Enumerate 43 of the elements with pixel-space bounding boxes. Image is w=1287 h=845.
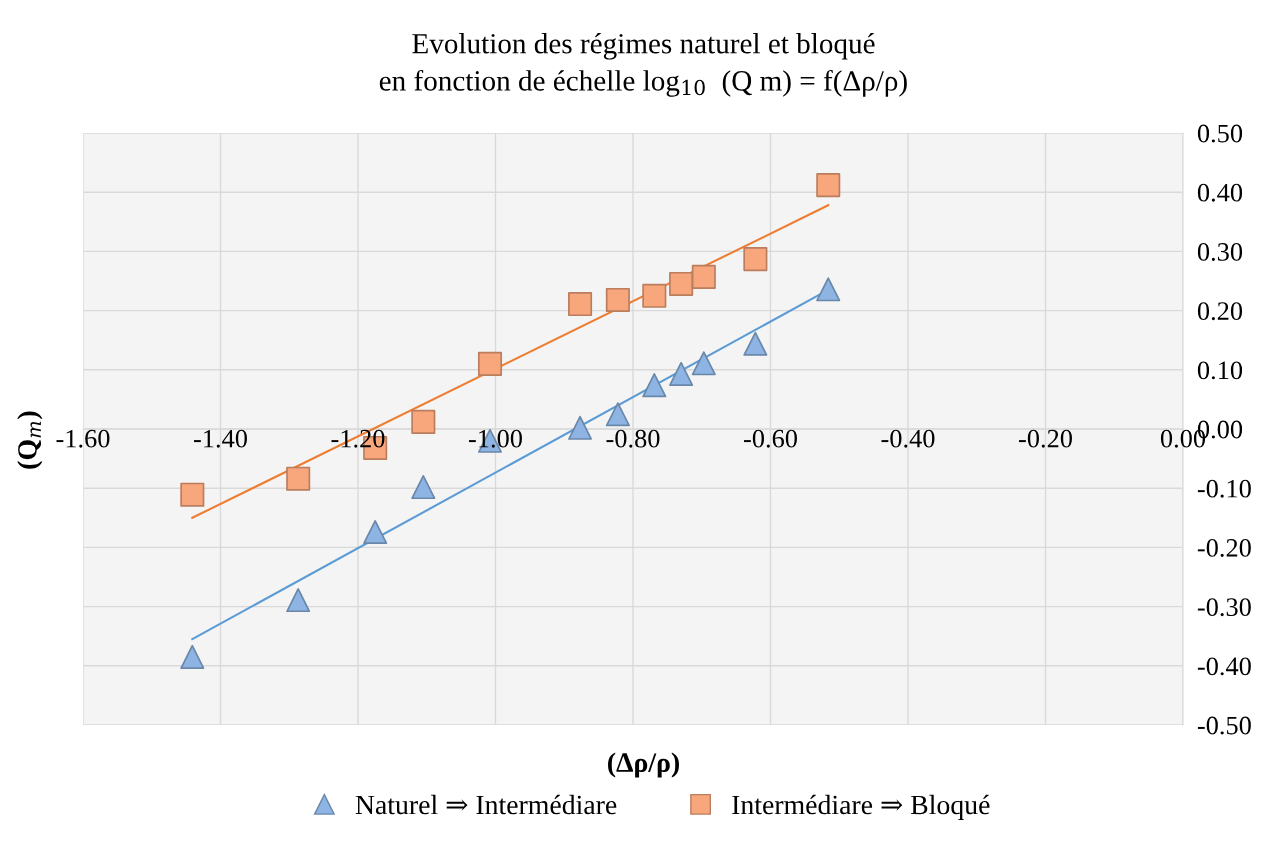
point <box>286 466 311 491</box>
point <box>669 361 694 386</box>
y-tick-label: -0.40 <box>1197 657 1251 676</box>
legend-label: Naturel ⇒ Intermédiare <box>355 794 617 815</box>
y-tick-label: 0.50 <box>1197 124 1243 143</box>
point <box>568 292 593 317</box>
y-tick-label: 0.40 <box>1197 183 1243 202</box>
y-tick-label: -0.50 <box>1197 716 1251 735</box>
point <box>669 271 694 296</box>
point <box>642 373 667 398</box>
y-tick-label: 0.10 <box>1197 361 1243 380</box>
point <box>180 644 205 669</box>
legend-label: Intermédiare ⇒ Bloqué <box>732 794 990 820</box>
x-tick-label: -1.60 <box>56 429 110 448</box>
point <box>605 402 630 427</box>
point <box>816 173 841 198</box>
x-tick-label: -0.20 <box>1019 429 1072 448</box>
point <box>743 247 768 272</box>
y-tick-label: -0.20 <box>1197 539 1251 557</box>
point <box>568 415 593 440</box>
x-tick-label: -0.40 <box>881 429 935 448</box>
point <box>286 588 311 613</box>
point <box>642 283 667 308</box>
y-tick-label: 0.30 <box>1197 243 1243 261</box>
y-axis-title: (Q$_{m}$) <box>17 411 43 469</box>
point <box>363 519 388 545</box>
point <box>411 409 436 434</box>
point <box>180 482 205 507</box>
point <box>816 277 841 302</box>
point <box>477 351 503 376</box>
x-tick-label: -1.40 <box>194 429 247 448</box>
point <box>411 474 436 500</box>
point <box>605 287 630 312</box>
point <box>691 264 716 289</box>
y-tick-label: 0.20 <box>1197 302 1243 321</box>
chart-title: Evolution des régimes naturel et bloqué en fonction de échelle log$_{10}$ (Q m) = f(Δρ/ρ) <box>379 32 907 97</box>
y-tick-label: -0.30 <box>1197 598 1251 617</box>
x-axis-title: (Δρ/ρ) <box>608 752 679 778</box>
point <box>691 351 716 376</box>
point <box>743 331 768 356</box>
y-tick-label: -0.10 <box>1197 479 1251 498</box>
x-tick-label: -0.80 <box>606 429 660 448</box>
x-tick-label: -0.60 <box>744 429 797 448</box>
